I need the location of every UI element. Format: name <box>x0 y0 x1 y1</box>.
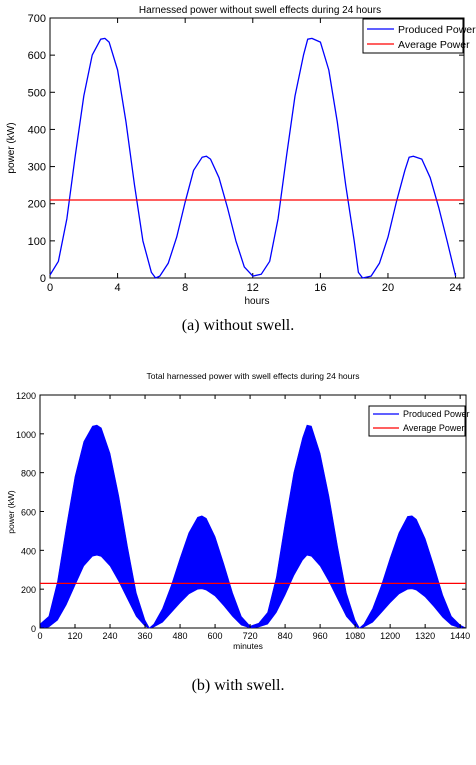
chart-b-ticks: 0 120 240 360 480 600 720 840 960 1080 1200 1320 144… <box>16 391 470 641</box>
chart-a-xtick-label: 20 <box>382 282 394 294</box>
chart-b-legend-average: Average Power <box>403 423 464 433</box>
chart-b-ytick-label: 400 <box>21 546 36 556</box>
chart-a-ytick-label: 200 <box>28 199 46 211</box>
chart-b-xtick-label: 360 <box>138 631 153 641</box>
chart-b-legend-box <box>368 405 466 437</box>
chart-b-ytick-label: 1200 <box>16 391 36 401</box>
chart-a-xtick-label: 12 <box>247 282 259 294</box>
chart-b-xtick-label: 1080 <box>345 631 365 641</box>
chart-a-ytick-label: 500 <box>28 87 46 99</box>
chart-a-series <box>49 37 464 279</box>
chart-b-ytick-label: 800 <box>21 469 36 479</box>
chart-b-ytick-label: 200 <box>21 585 36 595</box>
chart-a-ytick-label: 400 <box>28 124 46 136</box>
chart-a-title: Harnessed power without swell effects du… <box>139 5 381 16</box>
chart-b-xtick-label: 1440 <box>450 631 470 641</box>
chart-a-line-produced <box>49 37 457 279</box>
chart-b-legend: Produced Power Average Power <box>368 405 470 437</box>
chart-a-ytick-label: 600 <box>28 50 46 62</box>
chart-a-ticks: 0 4 8 12 16 20 24 0 100 200 300 400 500 600 700 <box>28 13 464 294</box>
chart-b-xtick-label: 840 <box>278 631 293 641</box>
chart-a-legend-average: Average Power <box>398 39 470 51</box>
chart-a-legend-produced: Produced Power <box>398 24 476 36</box>
chart-b-title: Total harnessed power with swell effects… <box>147 371 360 381</box>
chart-b-xtick-label: 480 <box>173 631 188 641</box>
chart-b-xlabel: minutes <box>233 641 263 651</box>
caption-b: (b) with swell. <box>192 677 285 694</box>
chart-b-legend-produced: Produced Power <box>403 409 470 419</box>
chart-a-ytick-label: 0 <box>40 273 46 285</box>
chart-a-xtick-label: 8 <box>182 282 188 294</box>
chart-b-xtick-label: 1320 <box>415 631 435 641</box>
chart-b-xtick-label: 120 <box>67 631 82 641</box>
chart-a-xtick-label: 24 <box>449 282 461 294</box>
chart-a-legend: Produced Power Average Power <box>362 18 476 54</box>
chart-a-plot-area <box>49 17 465 279</box>
chart-a-xtick-label: 4 <box>115 282 121 294</box>
chart-b-ytick-label: 600 <box>21 508 36 518</box>
chart-with-swell: Total harnessed power with swell effects… <box>6 371 470 651</box>
chart-b-xtick-label: 0 <box>37 631 42 641</box>
chart-a-ytick-label: 300 <box>28 162 46 174</box>
chart-a-ytick-label: 700 <box>28 13 46 25</box>
chart-a-ylabel: power (kW) <box>6 122 17 173</box>
chart-b-xtick-label: 960 <box>313 631 328 641</box>
chart-b-ylabel: power (kW) <box>6 490 16 534</box>
chart-b-xtick-label: 720 <box>243 631 258 641</box>
chart-without-swell: Harnessed power without swell effects du… <box>6 5 476 307</box>
chart-b-xtick-label: 240 <box>103 631 118 641</box>
chart-a-xtick-label: 16 <box>314 282 326 294</box>
chart-b-ytick-label: 1000 <box>16 430 36 440</box>
chart-b-xtick-label: 1200 <box>380 631 400 641</box>
chart-b-ytick-label: 0 <box>31 624 36 634</box>
chart-a-legend-box <box>362 18 464 54</box>
chart-a-ytick-label: 100 <box>28 236 46 248</box>
caption-a: (a) without swell. <box>182 317 294 334</box>
chart-b-xtick-label: 600 <box>208 631 223 641</box>
chart-a-xlabel: hours <box>244 296 269 307</box>
chart-a-xtick-label: 0 <box>47 282 53 294</box>
